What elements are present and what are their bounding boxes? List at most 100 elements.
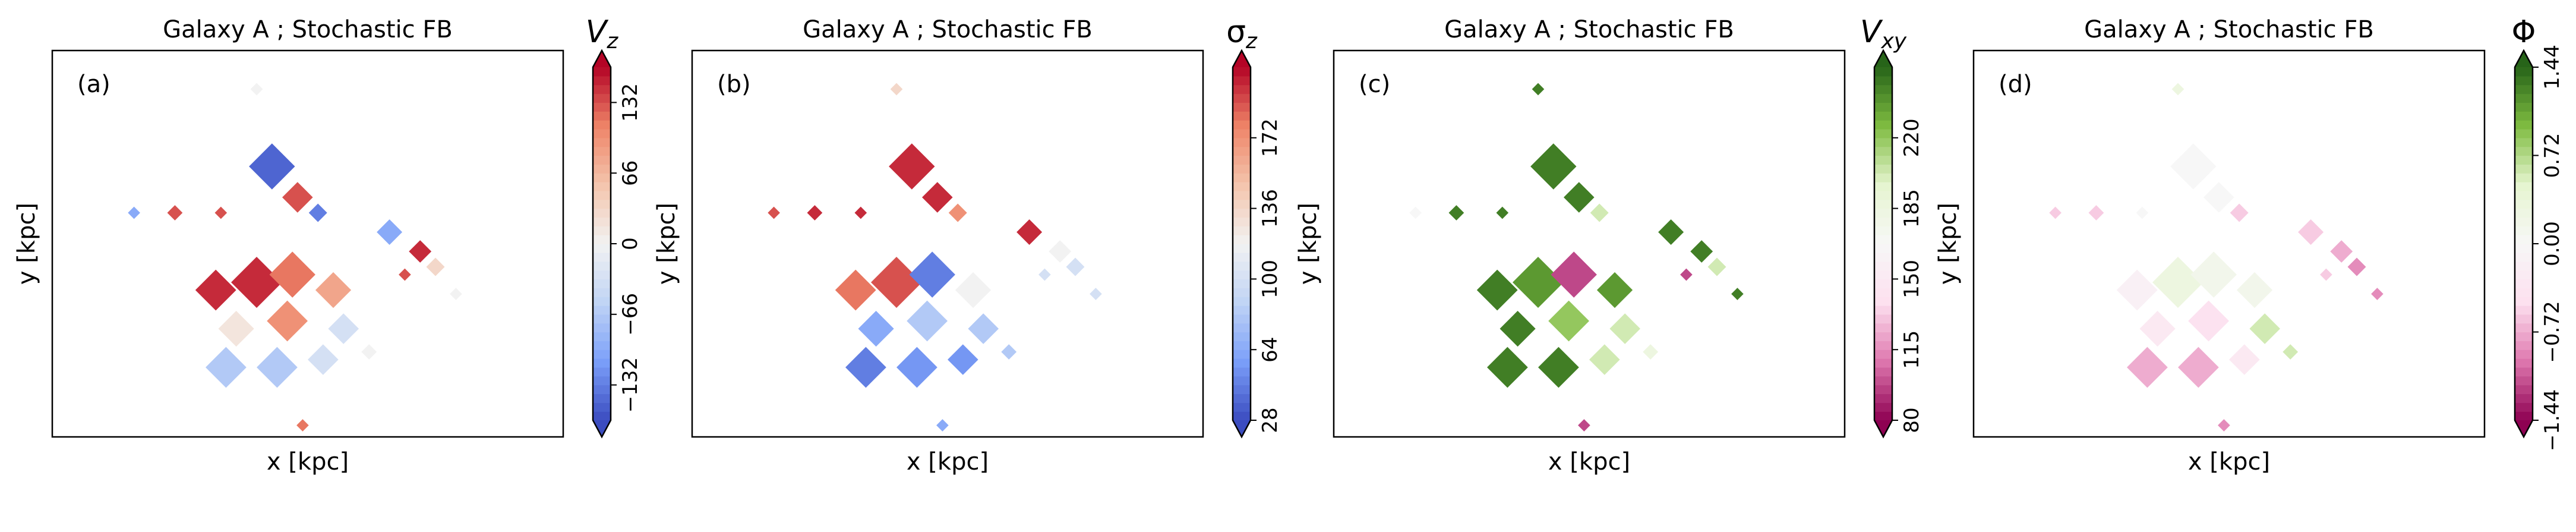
colorbar-swatch	[593, 341, 611, 350]
colorbar-swatch	[1233, 208, 1251, 218]
map-cell	[1658, 219, 1684, 245]
map-cells	[2049, 83, 2384, 432]
panel-c: Galaxy A ; Stochastic FB (c) x [kpc] y [kpc…	[1295, 14, 1924, 476]
map-cell	[2229, 344, 2260, 375]
colorbar-swatch	[593, 182, 611, 191]
colorbar-swatch	[2515, 394, 2533, 403]
panel-label: (c)	[1359, 71, 1390, 98]
map-cell	[377, 219, 403, 245]
map-cell	[889, 143, 935, 190]
colorbar-swatch	[2515, 120, 2533, 130]
map-cell	[2049, 206, 2062, 219]
map-cell	[1564, 182, 1595, 213]
colorbar-swatch	[2515, 164, 2533, 174]
colorbar-outline	[1873, 49, 1893, 439]
colorbar-swatch	[1874, 67, 1892, 77]
colorbar-label: Vz	[586, 14, 619, 53]
map-cell	[2283, 344, 2299, 360]
colorbar-swatch	[2515, 199, 2533, 209]
colorbar-swatch	[593, 385, 611, 395]
colorbar-swatch	[1874, 314, 1892, 324]
map-cell	[206, 347, 247, 388]
colorbar-swatch	[1233, 385, 1251, 395]
colorbar-extend-min	[1874, 420, 1892, 437]
colorbar-swatch	[1233, 252, 1251, 262]
colorbar-swatch	[1874, 199, 1892, 209]
colorbar-swatch	[2515, 350, 2533, 359]
map-cell	[871, 257, 922, 308]
map-cell	[2249, 313, 2280, 344]
map-cell	[2371, 288, 2384, 300]
colorbar-tick-label: 132	[618, 83, 642, 122]
colorbar-swatch	[593, 137, 611, 147]
colorbar-tick-label: 28	[1258, 407, 1282, 433]
map-cell	[858, 310, 894, 347]
map-cells	[128, 83, 462, 432]
colorbar-swatch	[1233, 350, 1251, 359]
colorbar-swatch	[1233, 120, 1251, 130]
panel-title: Galaxy A ; Stochastic FB	[2084, 16, 2374, 43]
colorbar-swatch	[593, 288, 611, 297]
colorbar-swatch	[593, 217, 611, 226]
colorbar-swatch	[593, 120, 611, 130]
colorbar-tick-label: 100	[1258, 260, 1282, 298]
colorbar-tick-label: 136	[1258, 189, 1282, 228]
colorbar-swatch	[1233, 217, 1251, 226]
colorbar-tick-label: 66	[618, 160, 642, 186]
colorbar-tick-label: −66	[618, 293, 642, 336]
map-cell	[2171, 83, 2184, 96]
map-cell	[2330, 240, 2353, 263]
colorbar-swatch	[1874, 75, 1892, 86]
map-cell	[1513, 257, 1564, 308]
colorbar: 80 115 150 185 220 Vxy	[1860, 14, 1924, 439]
map-cell	[768, 206, 780, 219]
map-cell	[936, 419, 949, 432]
colorbar-swatch	[1874, 128, 1892, 138]
colorbar-swatch	[2515, 288, 2533, 297]
colorbar-swatch	[1874, 235, 1892, 244]
colorbar-swatch	[593, 164, 611, 174]
colorbar-swatch	[2515, 305, 2533, 315]
map-cell	[1596, 272, 1633, 309]
colorbar-swatch	[1233, 244, 1251, 253]
colorbar-tick-label: 115	[1900, 330, 1924, 369]
colorbar-swatch	[1874, 279, 1892, 288]
map-cell	[1680, 268, 1693, 281]
colorbar-swatch	[2515, 137, 2533, 147]
map-cell	[1001, 344, 1017, 360]
map-cell	[426, 257, 445, 276]
map-cell	[1578, 419, 1590, 432]
map-cell	[1016, 219, 1043, 245]
map-cells	[1409, 83, 1744, 432]
colorbar-swatch	[1233, 128, 1251, 138]
map-cell	[2236, 272, 2273, 309]
map-cell	[955, 272, 992, 309]
colorbar-swatch	[593, 323, 611, 333]
map-cell	[907, 300, 948, 342]
colorbar-swatch	[2515, 367, 2533, 377]
colorbar-swatch	[2515, 261, 2533, 271]
map-cell	[1538, 347, 1579, 388]
colorbar-swatch	[1874, 385, 1892, 395]
colorbar-swatch	[593, 84, 611, 95]
colorbar-swatch	[2515, 376, 2533, 386]
panel-title: Galaxy A ; Stochastic FB	[163, 16, 453, 43]
colorbar-swatch	[1233, 394, 1251, 403]
x-axis-label: x [kpc]	[267, 448, 349, 476]
map-cell	[409, 240, 432, 263]
colorbar-swatch	[1233, 146, 1251, 156]
colorbar-swatch	[593, 270, 611, 279]
colorbar-swatch	[593, 314, 611, 324]
colorbar-swatch	[2515, 358, 2533, 368]
colorbar-swatch	[2515, 111, 2533, 121]
colorbar-swatch	[593, 279, 611, 288]
colorbar-swatch	[1233, 155, 1251, 165]
colorbar-swatch	[2515, 67, 2533, 77]
colorbar-swatch	[1874, 270, 1892, 279]
colorbar-swatch	[593, 305, 611, 315]
axes-frame	[1972, 49, 2486, 438]
colorbar-swatch	[1233, 288, 1251, 297]
colorbar-label: Vxy	[1860, 14, 1907, 53]
panel-d: Galaxy A ; Stochastic FB (d) x [kpc] y [kpc…	[1934, 14, 2564, 476]
